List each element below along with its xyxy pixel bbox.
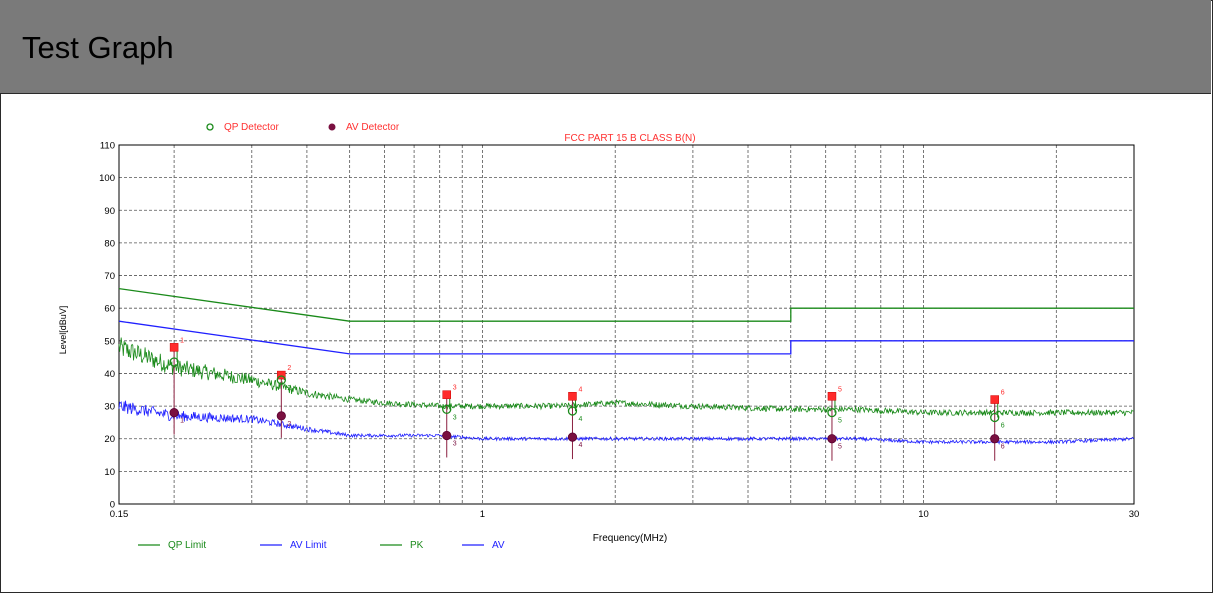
legend-bottom-label: PK xyxy=(410,540,424,551)
peak-marker xyxy=(568,392,577,401)
series-line-qp-limit xyxy=(118,287,1134,322)
x-tick-label: 1 xyxy=(480,509,485,520)
y-tick-label: 60 xyxy=(104,304,115,315)
title-bar: Test Graph xyxy=(0,0,1211,94)
peak-marker-label: 2 xyxy=(287,365,291,372)
peak-marker xyxy=(277,370,286,380)
av-marker xyxy=(567,432,578,442)
qp-marker xyxy=(442,404,452,415)
qp-marker xyxy=(567,406,578,416)
peak-marker xyxy=(169,343,179,352)
qp-marker-label: 6 xyxy=(1001,423,1005,430)
peak-marker-label: 3 xyxy=(453,385,457,392)
qp-marker xyxy=(169,357,179,367)
peak-marker-label: 1 xyxy=(180,337,184,344)
av-marker-label: 6 xyxy=(1001,444,1005,451)
y-tick-label: 100 xyxy=(99,173,115,184)
y-axis-label: Level[dBuV] xyxy=(58,306,68,355)
page-title: Test Graph xyxy=(22,30,174,65)
legend-av-detector-marker xyxy=(328,123,336,131)
qp-marker-label: 4 xyxy=(578,416,582,423)
y-tick-label: 110 xyxy=(100,141,115,152)
series-line-pk xyxy=(118,337,1134,417)
av-marker-label: 5 xyxy=(838,444,842,451)
peak-marker-label: 6 xyxy=(1001,390,1005,397)
y-tick-label: 30 xyxy=(104,402,115,413)
x-tick-label: 30 xyxy=(1129,509,1140,520)
peak-marker-label: 4 xyxy=(578,386,582,393)
qp-marker xyxy=(990,412,1000,423)
series-line-av xyxy=(118,400,1135,446)
peak-marker xyxy=(827,392,837,401)
y-tick-label: 40 xyxy=(104,369,115,380)
peak-marker-label: 5 xyxy=(838,386,842,393)
qp-marker xyxy=(276,375,286,385)
av-marker xyxy=(990,434,1000,444)
av-marker xyxy=(169,408,179,418)
av-marker-label: 2 xyxy=(287,421,291,428)
av-marker-label: 4 xyxy=(578,442,582,449)
legend-top-label: QP Detector xyxy=(224,122,280,133)
y-tick-label: 20 xyxy=(104,434,115,445)
x-tick-label: 0.15 xyxy=(110,509,129,520)
av-marker-label: 3 xyxy=(453,440,457,447)
y-tick-label: 70 xyxy=(104,271,115,282)
av-marker xyxy=(827,434,837,444)
qp-marker-label: 3 xyxy=(453,414,457,421)
legend-bottom-label: AV Limit xyxy=(290,540,327,551)
av-marker xyxy=(442,430,452,441)
legend-top: QP Detector AV Detector xyxy=(206,122,400,133)
legend-bottom-label: QP Limit xyxy=(168,540,206,551)
qp-marker-label: 5 xyxy=(838,418,842,425)
peak-marker xyxy=(442,390,451,399)
x-tick-label: 10 xyxy=(918,509,929,520)
plot-frame xyxy=(118,144,1135,505)
series-line-av-limit xyxy=(118,320,1134,355)
qp-marker xyxy=(827,407,837,418)
y-tick-label: 10 xyxy=(104,467,115,478)
legend-bottom: QP Limit AV Limit PK AV xyxy=(138,540,505,551)
measurement-markers: 1 1 1 2 2 2 3 3 3 4 4 4 5 5 5 6 6 6 xyxy=(169,337,1005,461)
qp-marker-label: 1 xyxy=(180,367,184,374)
legend-qp-detector-marker xyxy=(206,123,214,131)
av-marker-label: 1 xyxy=(180,418,184,425)
legend-bottom-label: AV xyxy=(492,540,505,551)
chart-title: FCC PART 15 B CLASS B(N) xyxy=(564,133,695,144)
series-lines xyxy=(118,287,1135,446)
legend-top-label: AV Detector xyxy=(346,122,400,133)
y-tick-label: 80 xyxy=(104,238,115,249)
y-tick-label: 0 xyxy=(110,500,115,511)
qp-marker-label: 2 xyxy=(287,385,291,392)
y-tick-label: 90 xyxy=(104,206,115,217)
x-axis-label: Frequency(MHz) xyxy=(593,533,667,544)
av-marker xyxy=(276,411,286,421)
grid-lines xyxy=(119,145,1134,504)
plot-border xyxy=(118,144,1135,505)
y-tick-label: 50 xyxy=(104,336,115,347)
peak-marker xyxy=(990,395,999,404)
